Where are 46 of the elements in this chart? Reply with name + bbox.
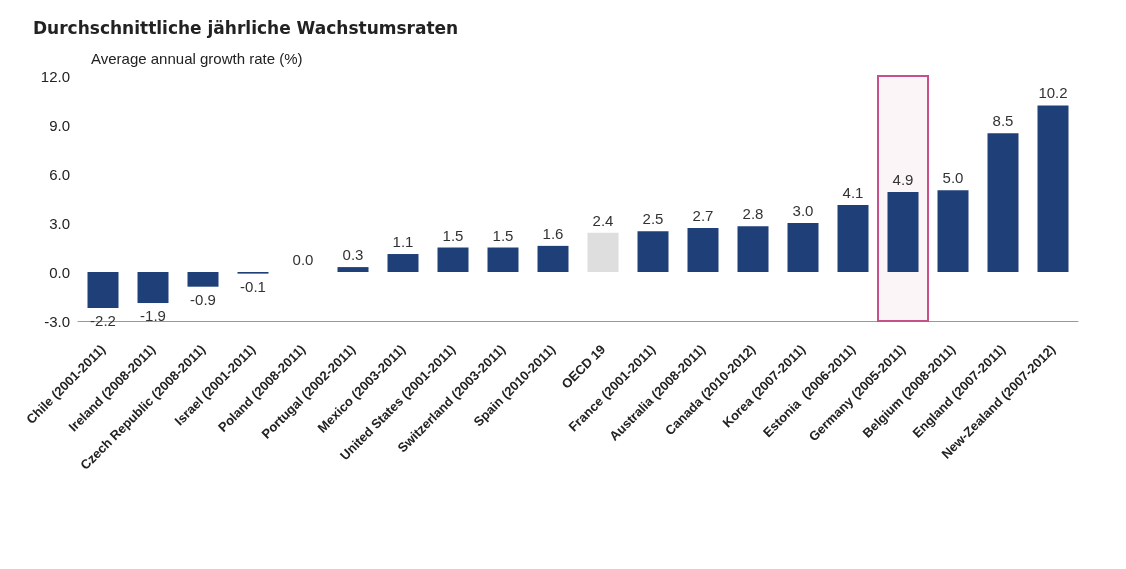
data-label: -1.9 bbox=[140, 307, 166, 325]
data-label: 3.0 bbox=[792, 202, 814, 219]
data-label: 4.1 bbox=[842, 184, 864, 202]
chart-title: Durchschnittliche jährliche Wachstumsraten bbox=[33, 17, 459, 38]
data-label: -2.2 bbox=[90, 311, 116, 329]
bar bbox=[387, 254, 419, 272]
data-label: 8.5 bbox=[992, 112, 1014, 130]
y-tick-label: 3.0 bbox=[49, 214, 70, 232]
y-axis-title: Average annual growth rate (%) bbox=[91, 50, 303, 67]
bar bbox=[437, 247, 469, 272]
y-tick-label: -3.0 bbox=[44, 312, 70, 330]
data-label: 1.5 bbox=[492, 226, 514, 244]
bar bbox=[637, 231, 669, 272]
y-tick-label: 0.0 bbox=[49, 263, 70, 281]
data-label: 10.2 bbox=[1038, 84, 1068, 102]
bar bbox=[537, 245, 569, 272]
bar bbox=[337, 267, 369, 272]
bar bbox=[687, 227, 719, 272]
bar bbox=[487, 247, 519, 272]
y-tick-label: 6.0 bbox=[49, 165, 70, 183]
data-label: 0.3 bbox=[342, 246, 364, 264]
data-label: 2.8 bbox=[742, 205, 764, 223]
data-label: 0.0 bbox=[292, 251, 314, 268]
data-label: 1.5 bbox=[442, 226, 464, 244]
bar bbox=[787, 223, 819, 272]
data-label: 1.6 bbox=[542, 224, 564, 242]
bar bbox=[987, 133, 1019, 272]
bar bbox=[737, 226, 769, 272]
bar bbox=[587, 232, 619, 272]
data-label: 5.0 bbox=[942, 169, 964, 187]
data-label: 2.7 bbox=[692, 206, 714, 224]
bar bbox=[87, 272, 119, 308]
data-label: 4.9 bbox=[892, 170, 914, 188]
y-tick-label: 9.0 bbox=[49, 116, 70, 134]
data-label: -0.1 bbox=[240, 277, 266, 295]
data-label: -0.9 bbox=[190, 290, 216, 308]
bar bbox=[887, 191, 919, 272]
data-label: 1.1 bbox=[392, 233, 414, 251]
bar bbox=[837, 205, 869, 272]
bar bbox=[187, 272, 219, 287]
data-label: 2.4 bbox=[592, 211, 614, 229]
data-label: 2.5 bbox=[642, 210, 664, 228]
bar bbox=[937, 190, 969, 272]
bar bbox=[1037, 105, 1069, 272]
bar bbox=[137, 272, 169, 304]
y-tick-label: 12.0 bbox=[40, 67, 70, 85]
